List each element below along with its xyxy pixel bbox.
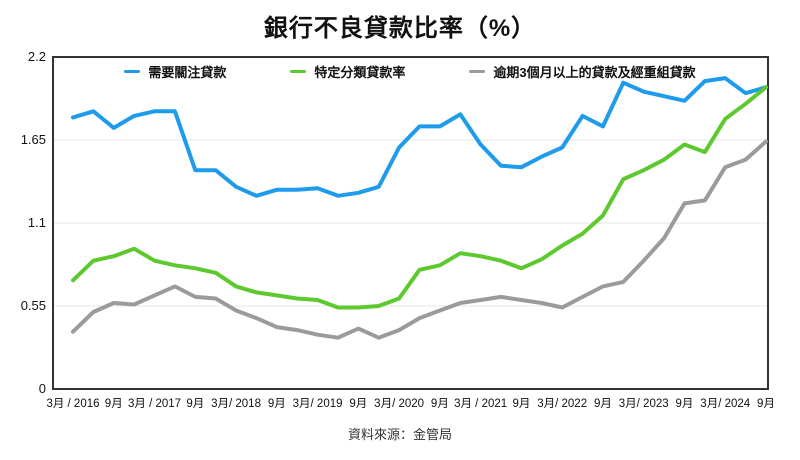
x-axis-tick-label: 9月 bbox=[268, 398, 286, 410]
x-axis-tick-label: 9月 bbox=[757, 398, 775, 410]
x-axis-tick-label: 3月 / 2021 bbox=[454, 398, 507, 410]
legend-item-special-mention: 需要關注貸款 bbox=[124, 62, 226, 81]
legend-dash-icon bbox=[290, 69, 307, 74]
series-line-2 bbox=[71, 139, 768, 340]
legend-label: 特定分類貸款率 bbox=[314, 65, 406, 80]
x-axis-tick-label: 9月 bbox=[186, 398, 204, 410]
series-line-1 bbox=[71, 85, 768, 310]
data-source-note: 資料來源：金管局 bbox=[347, 427, 452, 442]
x-axis-tick-label: 3月/ 2023 bbox=[619, 398, 669, 410]
page-title: 銀行不良貸款比率（%） bbox=[263, 15, 537, 42]
legend-item-overdue: 逾期3個月以上的貸款及經重組貸款 bbox=[469, 62, 696, 81]
x-axis-tick-label: 9月 bbox=[349, 398, 367, 410]
chart-legend: 需要關注貸款 特定分類貸款率 逾期3個月以上的貸款及經重組貸款 bbox=[60, 62, 760, 81]
x-axis-tick-label: 3月 / 2016 bbox=[46, 398, 99, 410]
x-axis-tick-label: 9月 bbox=[105, 398, 123, 410]
y-axis-tick-label: 0 bbox=[39, 381, 46, 396]
x-axis-tick-label: 9月 bbox=[594, 398, 612, 410]
legend-label: 逾期3個月以上的貸款及經重組貸款 bbox=[493, 65, 696, 80]
x-axis-tick-label: 3月/ 2022 bbox=[537, 398, 587, 410]
legend-item-classified: 特定分類貸款率 bbox=[290, 62, 405, 81]
x-axis-tick-label: 3月 / 2017 bbox=[128, 398, 181, 410]
legend-dash-icon bbox=[124, 69, 141, 74]
y-axis-tick-label: 1.65 bbox=[21, 132, 46, 147]
y-axis-tick-label: 1.1 bbox=[28, 215, 46, 230]
y-axis-tick-label: 2.2 bbox=[28, 49, 46, 64]
x-axis-tick-label: 3月/ 2019 bbox=[293, 398, 343, 410]
y-axis-tick-label: 0.55 bbox=[21, 298, 46, 313]
x-axis-tick-label: 9月 bbox=[431, 398, 449, 410]
x-axis-tick-label: 3月/ 2018 bbox=[211, 398, 261, 410]
series-line-0 bbox=[71, 76, 768, 198]
x-axis-tick-label: 9月 bbox=[676, 398, 694, 410]
x-axis-tick-label: 9月 bbox=[512, 398, 530, 410]
x-axis-tick-label: 3月/ 2024 bbox=[700, 398, 750, 410]
plot-frame bbox=[52, 56, 769, 390]
legend-label: 需要關注貸款 bbox=[148, 65, 227, 80]
x-axis-tick-label: 3月/ 2020 bbox=[374, 398, 424, 410]
legend-dash-icon bbox=[469, 69, 486, 74]
